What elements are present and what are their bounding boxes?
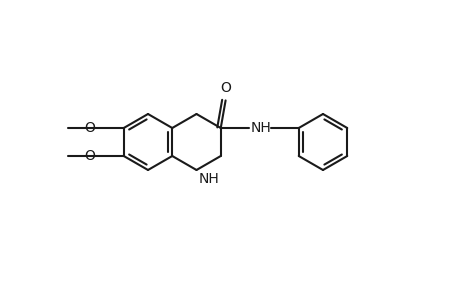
- Text: O: O: [84, 149, 95, 163]
- Text: O: O: [84, 121, 95, 135]
- Text: NH: NH: [250, 121, 271, 135]
- Text: NH: NH: [198, 172, 219, 186]
- Text: O: O: [220, 81, 230, 95]
